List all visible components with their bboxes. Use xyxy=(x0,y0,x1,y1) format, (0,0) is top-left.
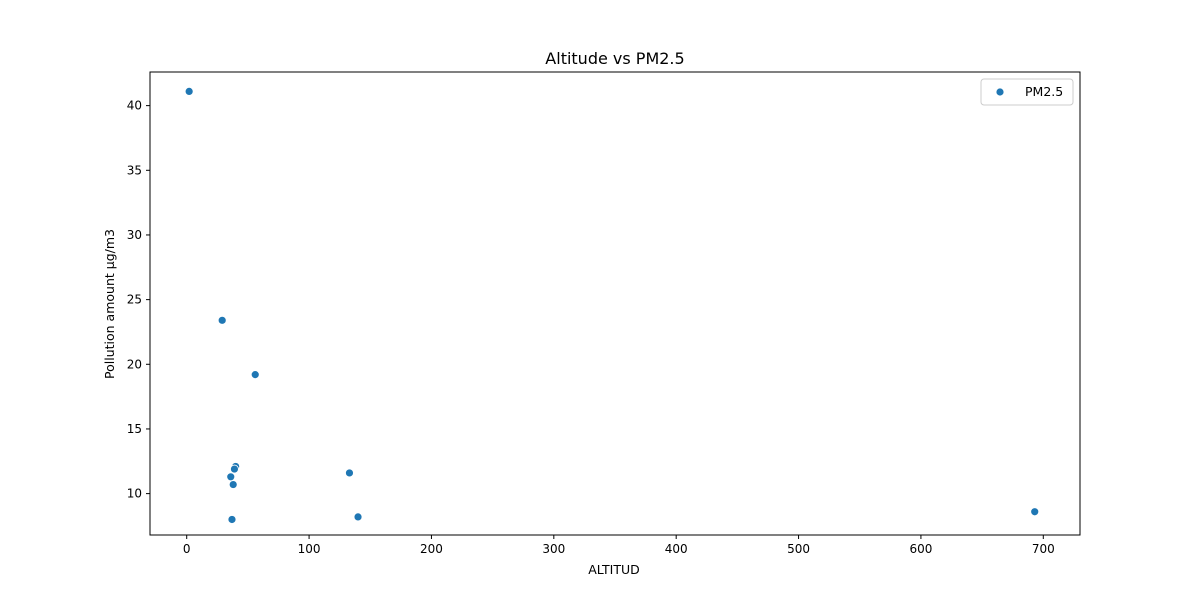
y-tick-label: 10 xyxy=(127,487,142,501)
y-tick-label: 25 xyxy=(127,293,142,307)
x-tick-label: 0 xyxy=(183,542,191,556)
x-tick-label: 700 xyxy=(1032,542,1055,556)
y-tick-label: 30 xyxy=(127,228,142,242)
y-tick-label: 40 xyxy=(127,99,142,113)
x-tick-label: 100 xyxy=(298,542,321,556)
data-point xyxy=(353,512,363,522)
chart-title: Altitude vs PM2.5 xyxy=(545,49,684,68)
data-point xyxy=(184,86,194,96)
y-tick-label: 35 xyxy=(127,163,142,177)
data-point xyxy=(226,472,236,482)
plot-area-frame xyxy=(149,71,1081,536)
data-point xyxy=(345,468,354,478)
x-tick-label: 300 xyxy=(542,542,565,556)
legend-marker xyxy=(995,87,1005,97)
y-axis-label: Pollution amount µg/m3 xyxy=(102,229,117,379)
y-tick-label: 15 xyxy=(127,422,142,436)
legend-label: PM2.5 xyxy=(1025,84,1063,99)
data-point xyxy=(227,515,237,524)
data-point xyxy=(230,464,239,474)
y-axis-ticks: 10 15 20 25 30 35 40 xyxy=(127,99,150,501)
y-tick-label: 20 xyxy=(127,357,142,371)
x-axis-ticks: 0 100 200 300 400 500 600 700 xyxy=(183,535,1055,556)
x-tick-label: 500 xyxy=(787,542,810,556)
legend: PM2.5 xyxy=(980,78,1074,106)
data-point xyxy=(250,370,260,380)
legend-box xyxy=(980,78,1074,106)
x-tick-label: 600 xyxy=(909,542,932,556)
x-axis-label: ALTITUD xyxy=(588,562,640,577)
data-point xyxy=(228,480,238,489)
x-tick-label: 200 xyxy=(420,542,443,556)
data-point xyxy=(217,315,227,325)
data-point xyxy=(1030,507,1040,517)
data-points xyxy=(184,86,1040,524)
x-tick-label: 400 xyxy=(665,542,688,556)
